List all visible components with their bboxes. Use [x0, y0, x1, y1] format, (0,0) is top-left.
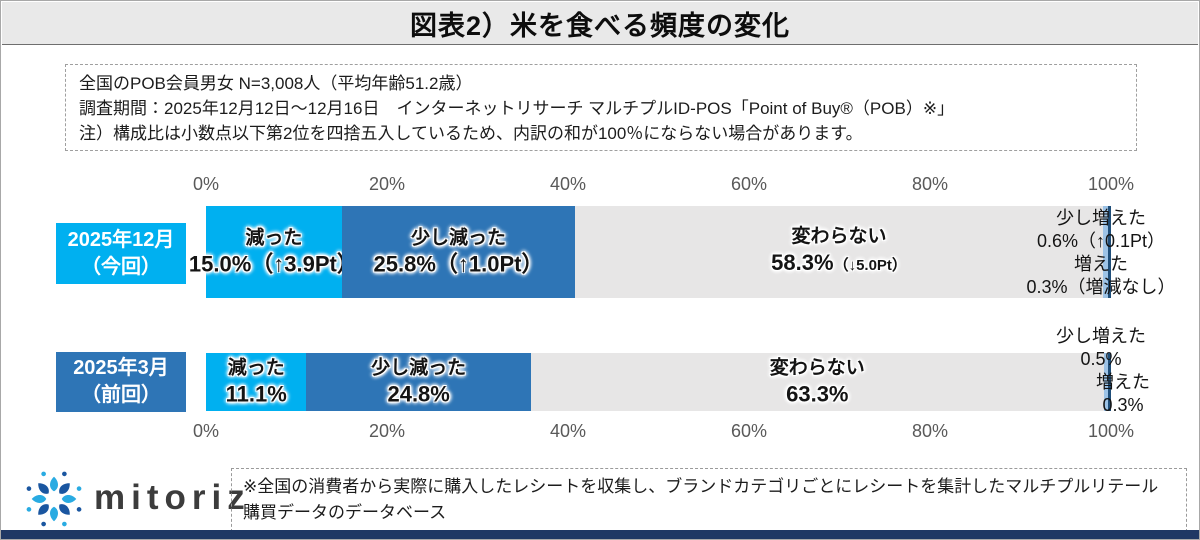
axis-tick: 80% [911, 174, 949, 194]
row-label-2025-12: 2025年12月 （今回） [56, 223, 186, 284]
bar-segment-label-sukoshi-hetta: 少し減った 25.8%（↑1.0Pt） [373, 227, 544, 277]
row-label-2025-03: 2025年3月 （前回） [56, 352, 186, 412]
bar-row-2025-12: 減った 15.0%（↑3.9Pt） 少し減った 25.8%（↑1.0Pt） 変わらない 5… [189, 206, 1111, 298]
bar-segment-label-kawaranai: 変わらない 63.3% [769, 357, 865, 407]
title-band: 図表2）米を食べる頻度の変化 [2, 2, 1198, 45]
edge-label-line-fueta: 0.3% [1102, 395, 1144, 415]
axis-tick: 0% [192, 421, 220, 441]
mitoriz-logo-text: mitoriz [94, 478, 251, 517]
edge-label-line-sukoshi-fueta: 0.5% [1080, 349, 1122, 369]
bar-segment-fueta [1108, 353, 1111, 411]
bar-segment-sukoshi-hetta [341, 206, 576, 298]
bar-segment-sukoshi-fueta [1103, 353, 1109, 411]
bar-segment-label-hetta: 減った 15.0%（↑3.9Pt） [188, 227, 359, 277]
row-label-line: （今回） [81, 255, 161, 278]
axis-tick: 20% [368, 421, 406, 441]
axis-tick: 60% [730, 421, 768, 441]
bar-segment-fueta [1108, 206, 1111, 298]
edge-labels-2025-03: 少し増えた 0.5% 増えた 0.3% [1056, 325, 1150, 417]
axis-tick: 40% [549, 421, 587, 441]
axis-tick: 100% [1087, 174, 1135, 194]
bar-segment-label-sukoshi-hetta: 少し減った 24.8% [371, 357, 467, 407]
edge-label-line-fueta: 増えた [1096, 372, 1150, 392]
axis-bottom: 0% 20% 40% 60% 80% 100% [193, 421, 1134, 445]
axis-tick: 40% [549, 174, 587, 194]
survey-note-line: 注）構成比は小数点以下第2位を四捨五入しているため、内訳の和が100％にならない… [79, 124, 863, 143]
survey-note-line: 全国のPOB会員男女 N=3,008人（平均年齢51.2歳） [79, 74, 473, 93]
bar-segment-hetta [206, 206, 342, 298]
bar-segment-label-hetta: 減った 11.1% [225, 357, 287, 407]
edge-label-line-sukoshi-fueta: 0.6%（↑0.1Pt） [1036, 231, 1166, 251]
edge-label-line-fueta: 増えた [1074, 254, 1128, 274]
axis-tick: 60% [730, 174, 768, 194]
axis-tick: 100% [1087, 421, 1135, 441]
edge-label-line-sukoshi-fueta: 少し増えた [1056, 326, 1146, 346]
mitoriz-logo-mark [26, 471, 82, 527]
row-label-line: 2025年3月 [73, 357, 169, 379]
page-title: 図表2）米を食べる頻度の変化 [409, 10, 790, 41]
row-label-line: （前回） [81, 384, 161, 406]
bar-segment-kawaranai [575, 206, 1103, 298]
bar-row-2025-03: 減った 11.1% 少し減った 24.8% 変わらない 63.3% [206, 353, 1111, 411]
bar-segment-label-kawaranai: 変わらない 58.3%（↓5.0Pt） [771, 226, 907, 275]
edge-label-line-sukoshi-fueta: 少し増えた [1056, 208, 1146, 228]
bar-segment-sukoshi-hetta [306, 353, 531, 411]
bar-segment-sukoshi-fueta [1102, 206, 1109, 298]
axis-tick: 20% [368, 174, 406, 194]
survey-note-box: 全国のPOB会員男女 N=3,008人（平均年齢51.2歳） 調査期間：2025… [65, 64, 1137, 151]
edge-labels-2025-12: 少し増えた 0.6%（↑0.1Pt） 増えた 0.3%（増減なし） [1026, 207, 1175, 299]
bar-segment-kawaranai [530, 353, 1104, 411]
mitoriz-logo: mitoriz [23, 467, 251, 529]
axis-top: 0% 20% 40% 60% 80% 100% [193, 174, 1134, 198]
axis-tick: 80% [911, 421, 949, 441]
bar-segment-hetta [206, 353, 307, 411]
axis-tick: 0% [192, 174, 220, 194]
row-label-line: 2025年12月 [67, 228, 175, 251]
survey-note-line: 調査期間：2025年12月12日～12月16日 インターネットリサーチ マルチプ… [79, 99, 955, 118]
bottom-accent-strip [1, 530, 1199, 539]
edge-label-line-fueta: 0.3%（増減なし） [1026, 277, 1176, 297]
pob-footnote: ※全国の消費者から実際に購入したレシートを収集し、ブランドカテゴリごとにレシート… [231, 468, 1187, 532]
